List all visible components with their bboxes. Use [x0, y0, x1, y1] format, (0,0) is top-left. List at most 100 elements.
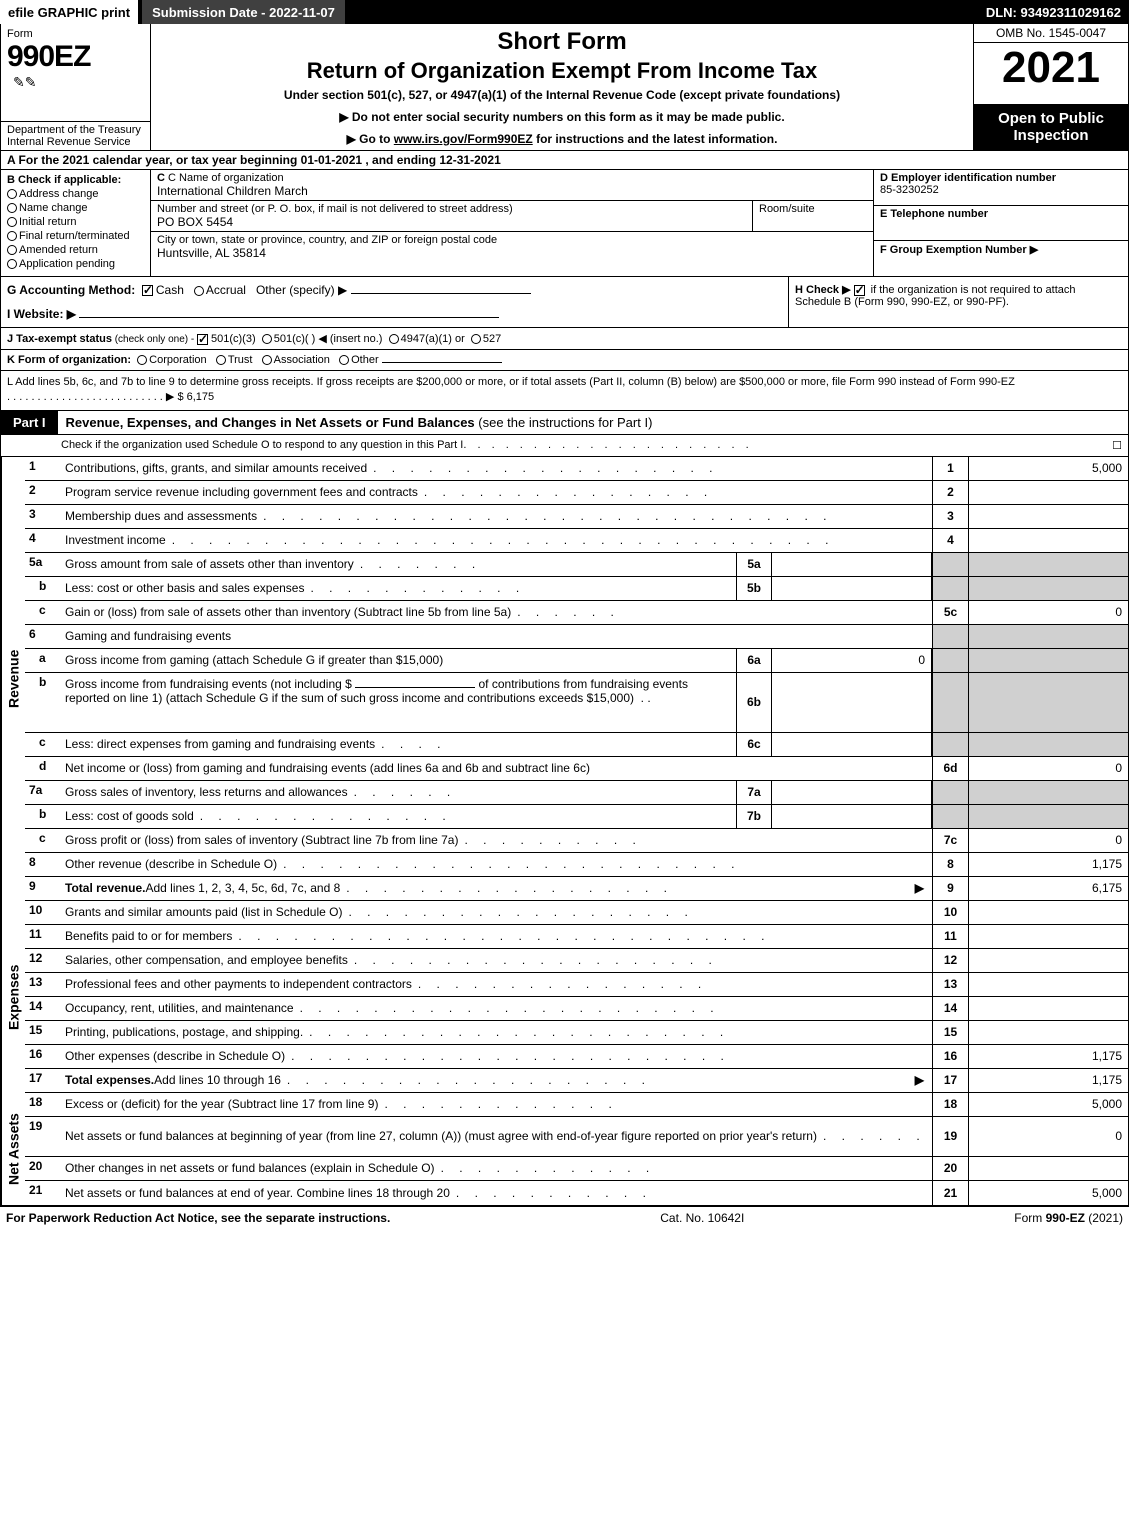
checkbox-other-org[interactable] — [339, 355, 349, 365]
form-label: Form — [7, 28, 144, 40]
line-7a-value — [772, 781, 932, 804]
line-1: 1 Contributions, gifts, grants, and simi… — [25, 457, 1128, 481]
line-4-value — [968, 529, 1128, 552]
addr-label: Number and street (or P. O. box, if mail… — [157, 203, 746, 215]
netassets-grid: Net Assets 18 Excess or (deficit) for th… — [0, 1093, 1129, 1206]
line-15: 15 Printing, publications, postage, and … — [25, 1021, 1128, 1045]
checkbox-corporation[interactable] — [137, 355, 147, 365]
line-3: 3 Membership dues and assessments. . . .… — [25, 505, 1128, 529]
tax-year: 2021 — [974, 43, 1128, 104]
checkbox-527[interactable] — [471, 334, 481, 344]
checkbox-schedule-o[interactable]: ☐ — [1112, 439, 1122, 452]
room-suite-label: Room/suite — [753, 201, 873, 231]
line-10: 10 Grants and similar amounts paid (list… — [25, 901, 1128, 925]
line-6b: b Gross income from fundraising events (… — [25, 673, 1128, 733]
form-number: 990EZ — [7, 40, 144, 74]
line-7a: 7a Gross sales of inventory, less return… — [25, 781, 1128, 805]
addr-value: PO BOX 5454 — [157, 215, 746, 229]
line-6: 6 Gaming and fundraising events — [25, 625, 1128, 649]
section-def: D Employer identification number 85-3230… — [873, 170, 1128, 276]
row-h: H Check ▶ if the organization is not req… — [788, 277, 1128, 327]
line-13-value — [968, 973, 1128, 996]
checkbox-application-pending[interactable]: Application pending — [7, 258, 144, 270]
line-15-value — [968, 1021, 1128, 1044]
line-7b: b Less: cost of goods sold. . . . . . . … — [25, 805, 1128, 829]
line-10-value — [968, 901, 1128, 924]
line-4: 4 Investment income. . . . . . . . . . .… — [25, 529, 1128, 553]
line-9: 9 Total revenue. Add lines 1, 2, 3, 4, 5… — [25, 877, 1128, 901]
form-id-block: Form 990EZ ✎✎ Department of the Treasury… — [1, 24, 151, 150]
line-6a: a Gross income from gaming (attach Sched… — [25, 649, 1128, 673]
form-title: Return of Organization Exempt From Incom… — [159, 58, 965, 84]
expenses-side-label: Expenses — [1, 901, 25, 1093]
line-18: 18 Excess or (deficit) for the year (Sub… — [25, 1093, 1128, 1117]
line-11-value — [968, 925, 1128, 948]
form-subtitle: Under section 501(c), 527, or 4947(a)(1)… — [159, 88, 965, 102]
part-i-tag: Part I — [1, 411, 58, 434]
line-12-value — [968, 949, 1128, 972]
group-exemption-label: F Group Exemption Number ▶ — [880, 243, 1122, 256]
checkbox-trust[interactable] — [216, 355, 226, 365]
line-14: 14 Occupancy, rent, utilities, and maint… — [25, 997, 1128, 1021]
checkbox-accrual[interactable] — [194, 286, 204, 296]
expenses-grid: Expenses 10 Grants and similar amounts p… — [0, 901, 1129, 1093]
tel-label: E Telephone number — [880, 208, 1122, 220]
line-17: 17 Total expenses. Add lines 10 through … — [25, 1069, 1128, 1093]
section-bcdef: B Check if applicable: Address change Na… — [0, 170, 1129, 277]
efile-print-button[interactable]: efile GRAPHIC print — [0, 0, 138, 24]
other-specify-input[interactable] — [351, 293, 531, 294]
other-org-input[interactable] — [382, 362, 502, 363]
ein-label: D Employer identification number — [880, 172, 1122, 184]
section-b-header: B Check if applicable: — [7, 174, 144, 186]
section-b: B Check if applicable: Address change Na… — [1, 170, 151, 276]
line-11: 11 Benefits paid to or for members. . . … — [25, 925, 1128, 949]
pen-icon: ✎✎ — [7, 74, 144, 91]
line-20: 20 Other changes in net assets or fund b… — [25, 1157, 1128, 1181]
open-to-public: Open to Public Inspection — [974, 104, 1128, 150]
line-19: 19 Net assets or fund balances at beginn… — [25, 1117, 1128, 1157]
row-a-tax-year: A For the 2021 calendar year, or tax yea… — [0, 151, 1129, 170]
line-6b-value — [772, 673, 932, 732]
form-note-2: ▶ Go to www.irs.gov/Form990EZ for instru… — [159, 132, 965, 146]
line-12: 12 Salaries, other compensation, and emp… — [25, 949, 1128, 973]
form-title-block: Short Form Return of Organization Exempt… — [151, 24, 973, 150]
line-16-value: 1,175 — [968, 1045, 1128, 1068]
line-6a-value: 0 — [772, 649, 932, 672]
city-label: City or town, state or province, country… — [157, 234, 867, 246]
part-i-check: Check if the organization used Schedule … — [0, 435, 1129, 457]
checkbox-final-return[interactable]: Final return/terminated — [7, 230, 144, 242]
checkbox-4947[interactable] — [389, 334, 399, 344]
checkbox-cash[interactable] — [142, 285, 153, 296]
footer-cat-no: Cat. No. 10642I — [390, 1211, 1014, 1225]
checkbox-501c3[interactable] — [197, 334, 208, 345]
line-9-value: 6,175 — [968, 877, 1128, 900]
line-5c: c Gain or (loss) from sale of assets oth… — [25, 601, 1128, 625]
revenue-side-label: Revenue — [1, 457, 25, 901]
line-6c-value — [772, 733, 932, 756]
checkbox-amended-return[interactable]: Amended return — [7, 244, 144, 256]
checkbox-name-change[interactable]: Name change — [7, 202, 144, 214]
dept-treasury: Department of the Treasury Internal Reve… — [1, 121, 150, 150]
dln: DLN: 93492311029162 — [986, 5, 1129, 20]
org-name-label: C C Name of organization — [157, 172, 867, 184]
line-13: 13 Professional fees and other payments … — [25, 973, 1128, 997]
checkbox-association[interactable] — [262, 355, 272, 365]
row-l: L Add lines 5b, 6c, and 7b to line 9 to … — [0, 371, 1129, 411]
line-14-value — [968, 997, 1128, 1020]
line-6d: d Net income or (loss) from gaming and f… — [25, 757, 1128, 781]
row-g-h: G Accounting Method: Cash Accrual Other … — [0, 277, 1129, 328]
irs-link[interactable]: www.irs.gov/Form990EZ — [394, 132, 533, 146]
checkbox-501c[interactable] — [262, 334, 272, 344]
website-input[interactable] — [79, 317, 499, 318]
checkbox-schedule-b[interactable] — [854, 285, 865, 296]
footer-form-ref: Form 990-EZ (2021) — [1014, 1211, 1123, 1225]
org-name: International Children March — [157, 184, 867, 198]
line-19-value: 0 — [968, 1117, 1128, 1156]
section-c: C C Name of organization International C… — [151, 170, 873, 276]
line-18-value: 5,000 — [968, 1093, 1128, 1116]
omb-number: OMB No. 1545-0047 — [974, 24, 1128, 43]
checkbox-address-change[interactable]: Address change — [7, 188, 144, 200]
form-note-1: ▶ Do not enter social security numbers o… — [159, 110, 965, 124]
checkbox-initial-return[interactable]: Initial return — [7, 216, 144, 228]
city-value: Huntsville, AL 35814 — [157, 246, 867, 260]
